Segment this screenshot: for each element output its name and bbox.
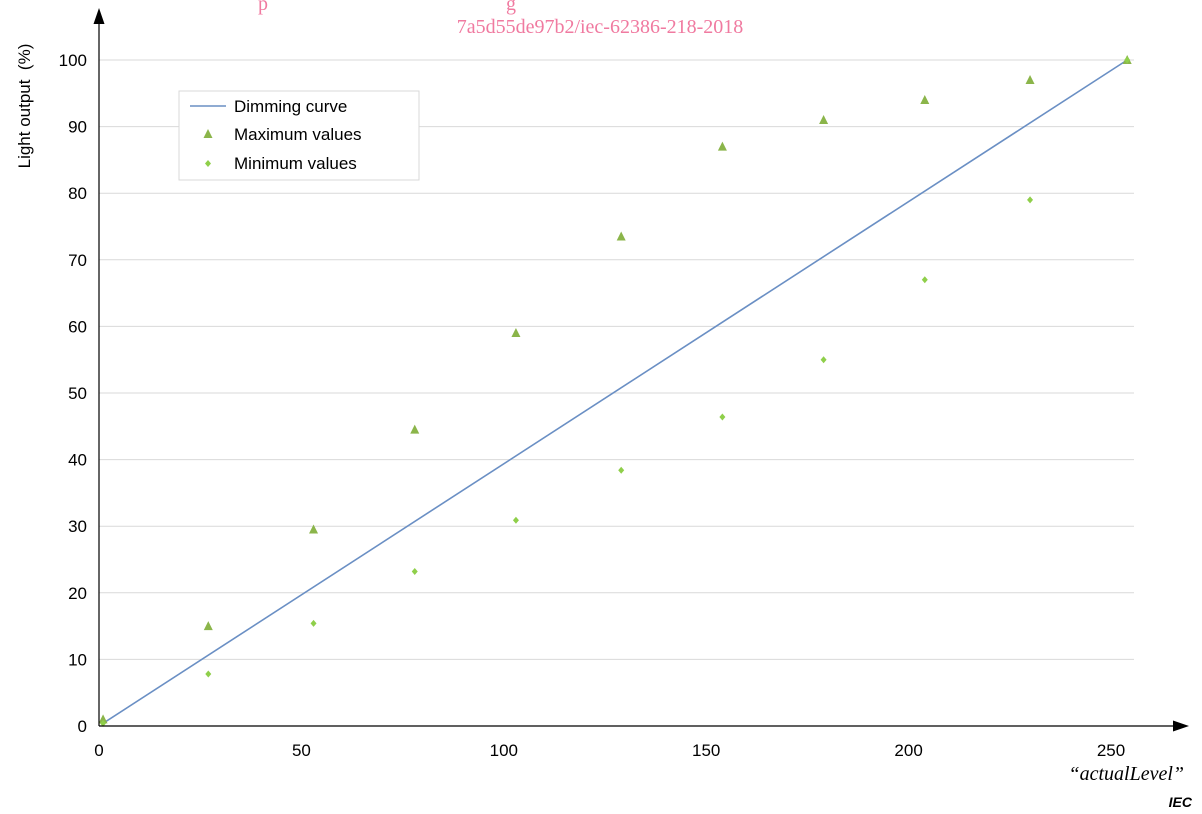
- y-tick-label: 0: [78, 717, 87, 736]
- tick-labels: 0 10 20 30 40 50 60 70 80 90 100 0 50 100 150 200 250: [59, 51, 1126, 760]
- x-tick-label: 250: [1097, 741, 1125, 760]
- maximum-value-point: [98, 714, 108, 724]
- x-axis-arrow-icon: [1173, 720, 1189, 732]
- legend-item-dimming-curve: Dimming curve: [190, 97, 347, 116]
- maximum-value-point: [410, 424, 420, 434]
- legend-triangle-icon: [203, 129, 213, 138]
- y-tick-label: 80: [68, 184, 87, 203]
- minimum-value-point: [618, 466, 625, 474]
- minimum-value-point: [719, 413, 726, 421]
- x-tick-label: 150: [692, 741, 720, 760]
- y-tick-label: 10: [68, 650, 87, 669]
- y-tick-label: 30: [68, 517, 87, 536]
- x-tick-label: 200: [894, 741, 922, 760]
- minimum-value-point: [512, 516, 519, 524]
- legend-item-minimum-values: Minimum values: [205, 154, 357, 173]
- legend-label: Dimming curve: [234, 97, 347, 116]
- maximum-value-point: [819, 114, 829, 124]
- x-tick-label: 50: [292, 741, 311, 760]
- plot-area: [98, 55, 1132, 727]
- y-tick-label: 50: [68, 384, 87, 403]
- dimming-curve-line: [102, 59, 1128, 725]
- y-tick-label: 70: [68, 251, 87, 270]
- y-axis-label: Light output (%): [15, 44, 34, 169]
- x-tick-label: 100: [490, 741, 518, 760]
- minimum-value-point: [100, 719, 107, 727]
- watermark-line: 7a5d55de97b2/iec-62386-218-2018: [457, 16, 744, 38]
- y-axis-arrow-icon: [93, 8, 105, 24]
- y-tick-label: 40: [68, 451, 87, 470]
- maximum-value-point: [1025, 74, 1035, 84]
- maximum-value-point: [309, 524, 319, 534]
- minimum-value-point: [310, 619, 317, 627]
- source-label: IEC: [1169, 794, 1193, 810]
- y-tick-label: 20: [68, 584, 87, 603]
- maximum-value-point: [717, 141, 727, 151]
- legend-diamond-icon: [205, 160, 211, 167]
- y-tick-label: 90: [68, 118, 87, 137]
- watermark-fragment-right: g: [506, 0, 516, 15]
- legend-label: Maximum values: [234, 125, 362, 144]
- maximum-value-point: [203, 621, 213, 631]
- minimum-value-point: [820, 356, 827, 364]
- legend-label: Minimum values: [234, 154, 357, 173]
- minimum-value-point: [1124, 56, 1131, 64]
- minimum-value-point: [411, 567, 418, 575]
- maximum-value-point: [920, 94, 930, 104]
- x-tick-label: 0: [94, 741, 103, 760]
- grid-lines: [99, 59, 1134, 660]
- maximum-value-point: [616, 231, 626, 241]
- maximum-value-point: [511, 328, 521, 338]
- minimum-value-point: [1027, 196, 1034, 204]
- legend: Dimming curve Maximum values Minimum val…: [178, 90, 420, 181]
- minimum-value-point: [205, 670, 212, 678]
- axes: [93, 8, 1189, 732]
- y-tick-label: 60: [68, 317, 87, 336]
- y-tick-label: 100: [59, 51, 87, 70]
- watermark-fragment-left: p: [258, 0, 268, 15]
- legend-item-maximum-values: Maximum values: [203, 125, 362, 144]
- minimum-value-point: [921, 276, 928, 284]
- x-axis-label: “actualLevel”: [1068, 763, 1184, 785]
